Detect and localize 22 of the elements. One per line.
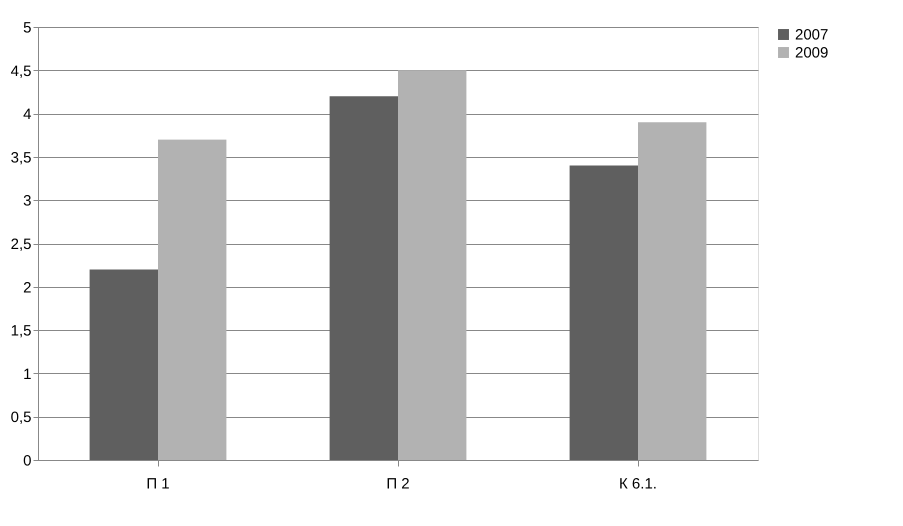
bar bbox=[570, 166, 638, 460]
legend-label: 2009 bbox=[795, 44, 828, 62]
y-tick-label: 2,5 bbox=[10, 236, 32, 253]
y-tick-label: 3 bbox=[23, 192, 32, 210]
y-tick-label: 4 bbox=[23, 106, 32, 124]
bar bbox=[90, 269, 158, 460]
bar bbox=[158, 140, 226, 460]
x-tick-label: П 2 bbox=[386, 476, 410, 492]
y-tick-label: 1,5 bbox=[10, 322, 32, 340]
y-tick-label: 4,5 bbox=[10, 62, 32, 80]
y-tick-label: 2 bbox=[23, 279, 32, 296]
bar bbox=[398, 70, 466, 460]
y-tick-label: 3,5 bbox=[10, 149, 32, 166]
y-tick-label: 0 bbox=[23, 452, 32, 470]
bar bbox=[638, 122, 706, 460]
y-tick-label: 5 bbox=[23, 20, 32, 36]
x-tick-label: К 6.1. bbox=[619, 476, 657, 492]
bar bbox=[330, 96, 398, 460]
y-tick-label: 0,5 bbox=[10, 409, 32, 426]
x-tick-label: П 1 bbox=[146, 476, 170, 492]
y-tick-label: 1 bbox=[23, 366, 32, 383]
legend-label: 2007 bbox=[795, 26, 828, 44]
